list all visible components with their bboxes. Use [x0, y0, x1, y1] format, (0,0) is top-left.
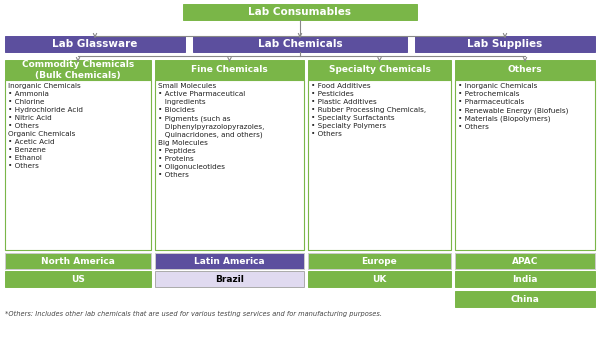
FancyBboxPatch shape	[155, 271, 304, 287]
Text: US: US	[71, 274, 85, 284]
Text: Commodity Chemicals
(Bulk Chemicals): Commodity Chemicals (Bulk Chemicals)	[22, 60, 134, 80]
FancyBboxPatch shape	[308, 271, 451, 287]
Text: Brazil: Brazil	[215, 274, 244, 284]
FancyBboxPatch shape	[455, 253, 595, 269]
Text: China: China	[511, 294, 539, 304]
FancyBboxPatch shape	[308, 253, 451, 269]
Text: Latin America: Latin America	[194, 256, 265, 266]
Text: UK: UK	[373, 274, 386, 284]
Text: Lab Consumables: Lab Consumables	[248, 7, 352, 17]
FancyBboxPatch shape	[5, 60, 151, 80]
FancyBboxPatch shape	[455, 80, 595, 250]
Text: Lab Supplies: Lab Supplies	[467, 39, 542, 49]
Text: Specialty Chemicals: Specialty Chemicals	[329, 66, 430, 74]
Text: Inorganic Chemicals
• Ammonia
• Chlorine
• Hydrochloride Acid
• Nitric Acid
• Ot: Inorganic Chemicals • Ammonia • Chlorine…	[8, 83, 83, 169]
FancyBboxPatch shape	[5, 271, 151, 287]
FancyBboxPatch shape	[455, 60, 595, 80]
FancyBboxPatch shape	[193, 36, 407, 52]
FancyBboxPatch shape	[5, 253, 151, 269]
FancyBboxPatch shape	[183, 4, 417, 20]
FancyBboxPatch shape	[155, 60, 304, 80]
Text: Fine Chemicals: Fine Chemicals	[191, 66, 268, 74]
FancyBboxPatch shape	[5, 36, 185, 52]
Text: Lab Glassware: Lab Glassware	[52, 39, 137, 49]
FancyBboxPatch shape	[5, 80, 151, 250]
FancyBboxPatch shape	[155, 253, 304, 269]
FancyBboxPatch shape	[455, 291, 595, 307]
Text: APAC: APAC	[512, 256, 538, 266]
Text: Small Molecules
• Active Pharmaceutical
   Ingredients
• Biocides
• Pigments (su: Small Molecules • Active Pharmaceutical …	[158, 83, 265, 178]
FancyBboxPatch shape	[155, 80, 304, 250]
Text: Europe: Europe	[362, 256, 397, 266]
Text: Lab Chemicals: Lab Chemicals	[257, 39, 343, 49]
Text: *Others: Includes other lab chemicals that are used for various testing services: *Others: Includes other lab chemicals th…	[5, 311, 382, 317]
FancyBboxPatch shape	[308, 60, 451, 80]
Text: India: India	[512, 274, 538, 284]
Text: • Inorganic Chemicals
• Petrochemicals
• Pharmaceuticals
• Renewable Energy (Bio: • Inorganic Chemicals • Petrochemicals •…	[458, 83, 568, 130]
FancyBboxPatch shape	[415, 36, 595, 52]
FancyBboxPatch shape	[455, 271, 595, 287]
Text: Others: Others	[508, 66, 542, 74]
Text: • Food Additives
• Pesticides
• Plastic Additives
• Rubber Processing Chemicals,: • Food Additives • Pesticides • Plastic …	[311, 83, 426, 137]
Text: North America: North America	[41, 256, 115, 266]
FancyBboxPatch shape	[308, 80, 451, 250]
